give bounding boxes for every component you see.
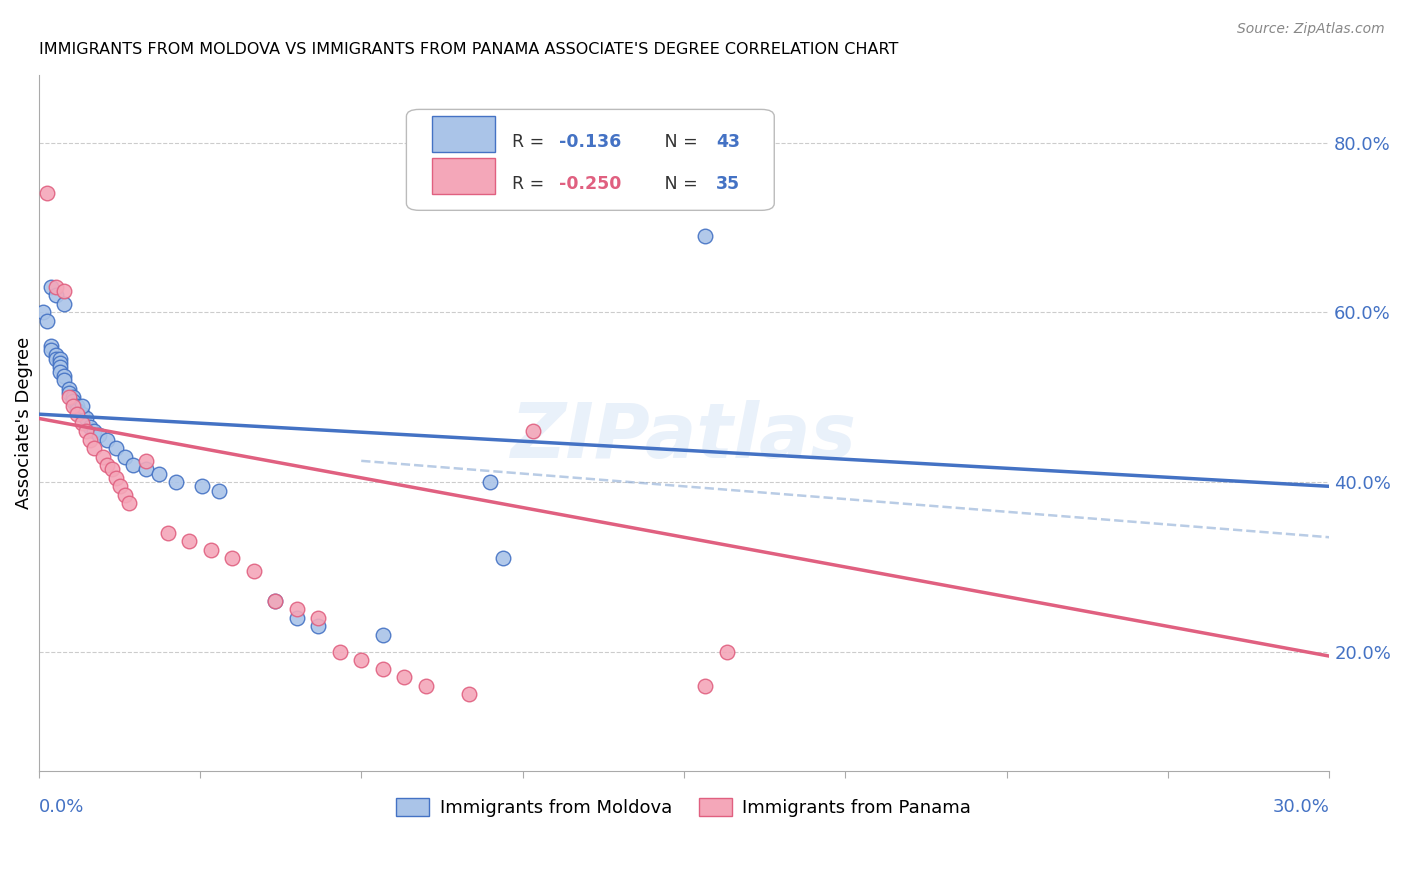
Point: [110, 479, 132, 493]
Point: [200, 543, 222, 558]
Point: [37, 186, 59, 201]
Point: [105, 441, 128, 455]
Point: [96, 433, 118, 447]
Point: [87, 428, 110, 442]
Point: [79, 433, 101, 447]
Point: [135, 462, 157, 476]
Legend: Immigrants from Moldova, Immigrants from Panama: Immigrants from Moldova, Immigrants from…: [389, 791, 979, 824]
Point: [264, 594, 287, 608]
Point: [66, 399, 89, 413]
Point: [285, 611, 308, 625]
Point: [45, 348, 67, 362]
Text: IMMIGRANTS FROM MOLDOVA VS IMMIGRANTS FROM PANAMA ASSOCIATE'S DEGREE CORRELATION: IMMIGRANTS FROM MOLDOVA VS IMMIGRANTS FR…: [38, 42, 898, 57]
Point: [75, 424, 97, 438]
Point: [100, 462, 122, 476]
Text: R =: R =: [512, 134, 550, 152]
Point: [96, 458, 118, 472]
Point: [221, 551, 243, 566]
Point: [179, 534, 201, 549]
Point: [66, 407, 89, 421]
Point: [522, 424, 544, 438]
Point: [191, 479, 214, 493]
Point: [49, 356, 72, 370]
Point: [83, 424, 105, 438]
Point: [148, 467, 170, 481]
Y-axis label: Associate's Degree: Associate's Degree: [15, 336, 32, 508]
Point: [695, 228, 717, 243]
Point: [350, 653, 373, 667]
Point: [165, 475, 187, 489]
Point: [53, 373, 76, 387]
Point: [70, 416, 93, 430]
Point: [45, 288, 67, 302]
Point: [70, 399, 93, 413]
Point: [49, 365, 72, 379]
Text: 43: 43: [716, 134, 740, 152]
Point: [371, 662, 394, 676]
Point: [70, 407, 93, 421]
Point: [53, 297, 76, 311]
Point: [45, 351, 67, 366]
Point: [479, 475, 502, 489]
Point: [307, 611, 329, 625]
Point: [49, 351, 72, 366]
Text: ZIPatlas: ZIPatlas: [510, 400, 856, 474]
Point: [415, 679, 437, 693]
Point: [58, 382, 80, 396]
Point: [41, 339, 63, 353]
Point: [285, 602, 308, 616]
Point: [53, 368, 76, 383]
Point: [242, 564, 264, 578]
Point: [45, 280, 67, 294]
Text: -0.250: -0.250: [558, 175, 621, 194]
Point: [62, 399, 84, 413]
Point: [49, 360, 72, 375]
Point: [122, 458, 145, 472]
FancyBboxPatch shape: [406, 110, 775, 211]
Text: Source: ZipAtlas.com: Source: ZipAtlas.com: [1237, 22, 1385, 37]
Point: [58, 390, 80, 404]
Point: [105, 471, 128, 485]
Text: 35: 35: [716, 175, 741, 194]
Point: [118, 496, 141, 510]
FancyBboxPatch shape: [432, 116, 495, 153]
Point: [329, 645, 352, 659]
Text: N =: N =: [648, 134, 703, 152]
Point: [307, 619, 329, 633]
Point: [31, 305, 53, 319]
Point: [394, 670, 416, 684]
Point: [156, 526, 179, 541]
Text: -0.136: -0.136: [558, 134, 621, 152]
Point: [41, 280, 63, 294]
Point: [371, 628, 394, 642]
Point: [492, 551, 515, 566]
Point: [79, 420, 101, 434]
Point: [62, 390, 84, 404]
Point: [114, 488, 136, 502]
Point: [135, 454, 157, 468]
Point: [264, 594, 287, 608]
Point: [53, 284, 76, 298]
Point: [83, 441, 105, 455]
Point: [66, 403, 89, 417]
Point: [37, 314, 59, 328]
Text: 30.0%: 30.0%: [1272, 798, 1329, 816]
Text: N =: N =: [648, 175, 703, 194]
Point: [75, 411, 97, 425]
Point: [716, 645, 738, 659]
Text: R =: R =: [512, 175, 550, 194]
Point: [58, 386, 80, 401]
Text: 0.0%: 0.0%: [38, 798, 84, 816]
Point: [41, 343, 63, 358]
FancyBboxPatch shape: [432, 158, 495, 194]
Point: [695, 679, 717, 693]
Point: [208, 483, 231, 498]
Point: [62, 394, 84, 409]
Point: [114, 450, 136, 464]
Point: [91, 450, 114, 464]
Point: [457, 687, 479, 701]
